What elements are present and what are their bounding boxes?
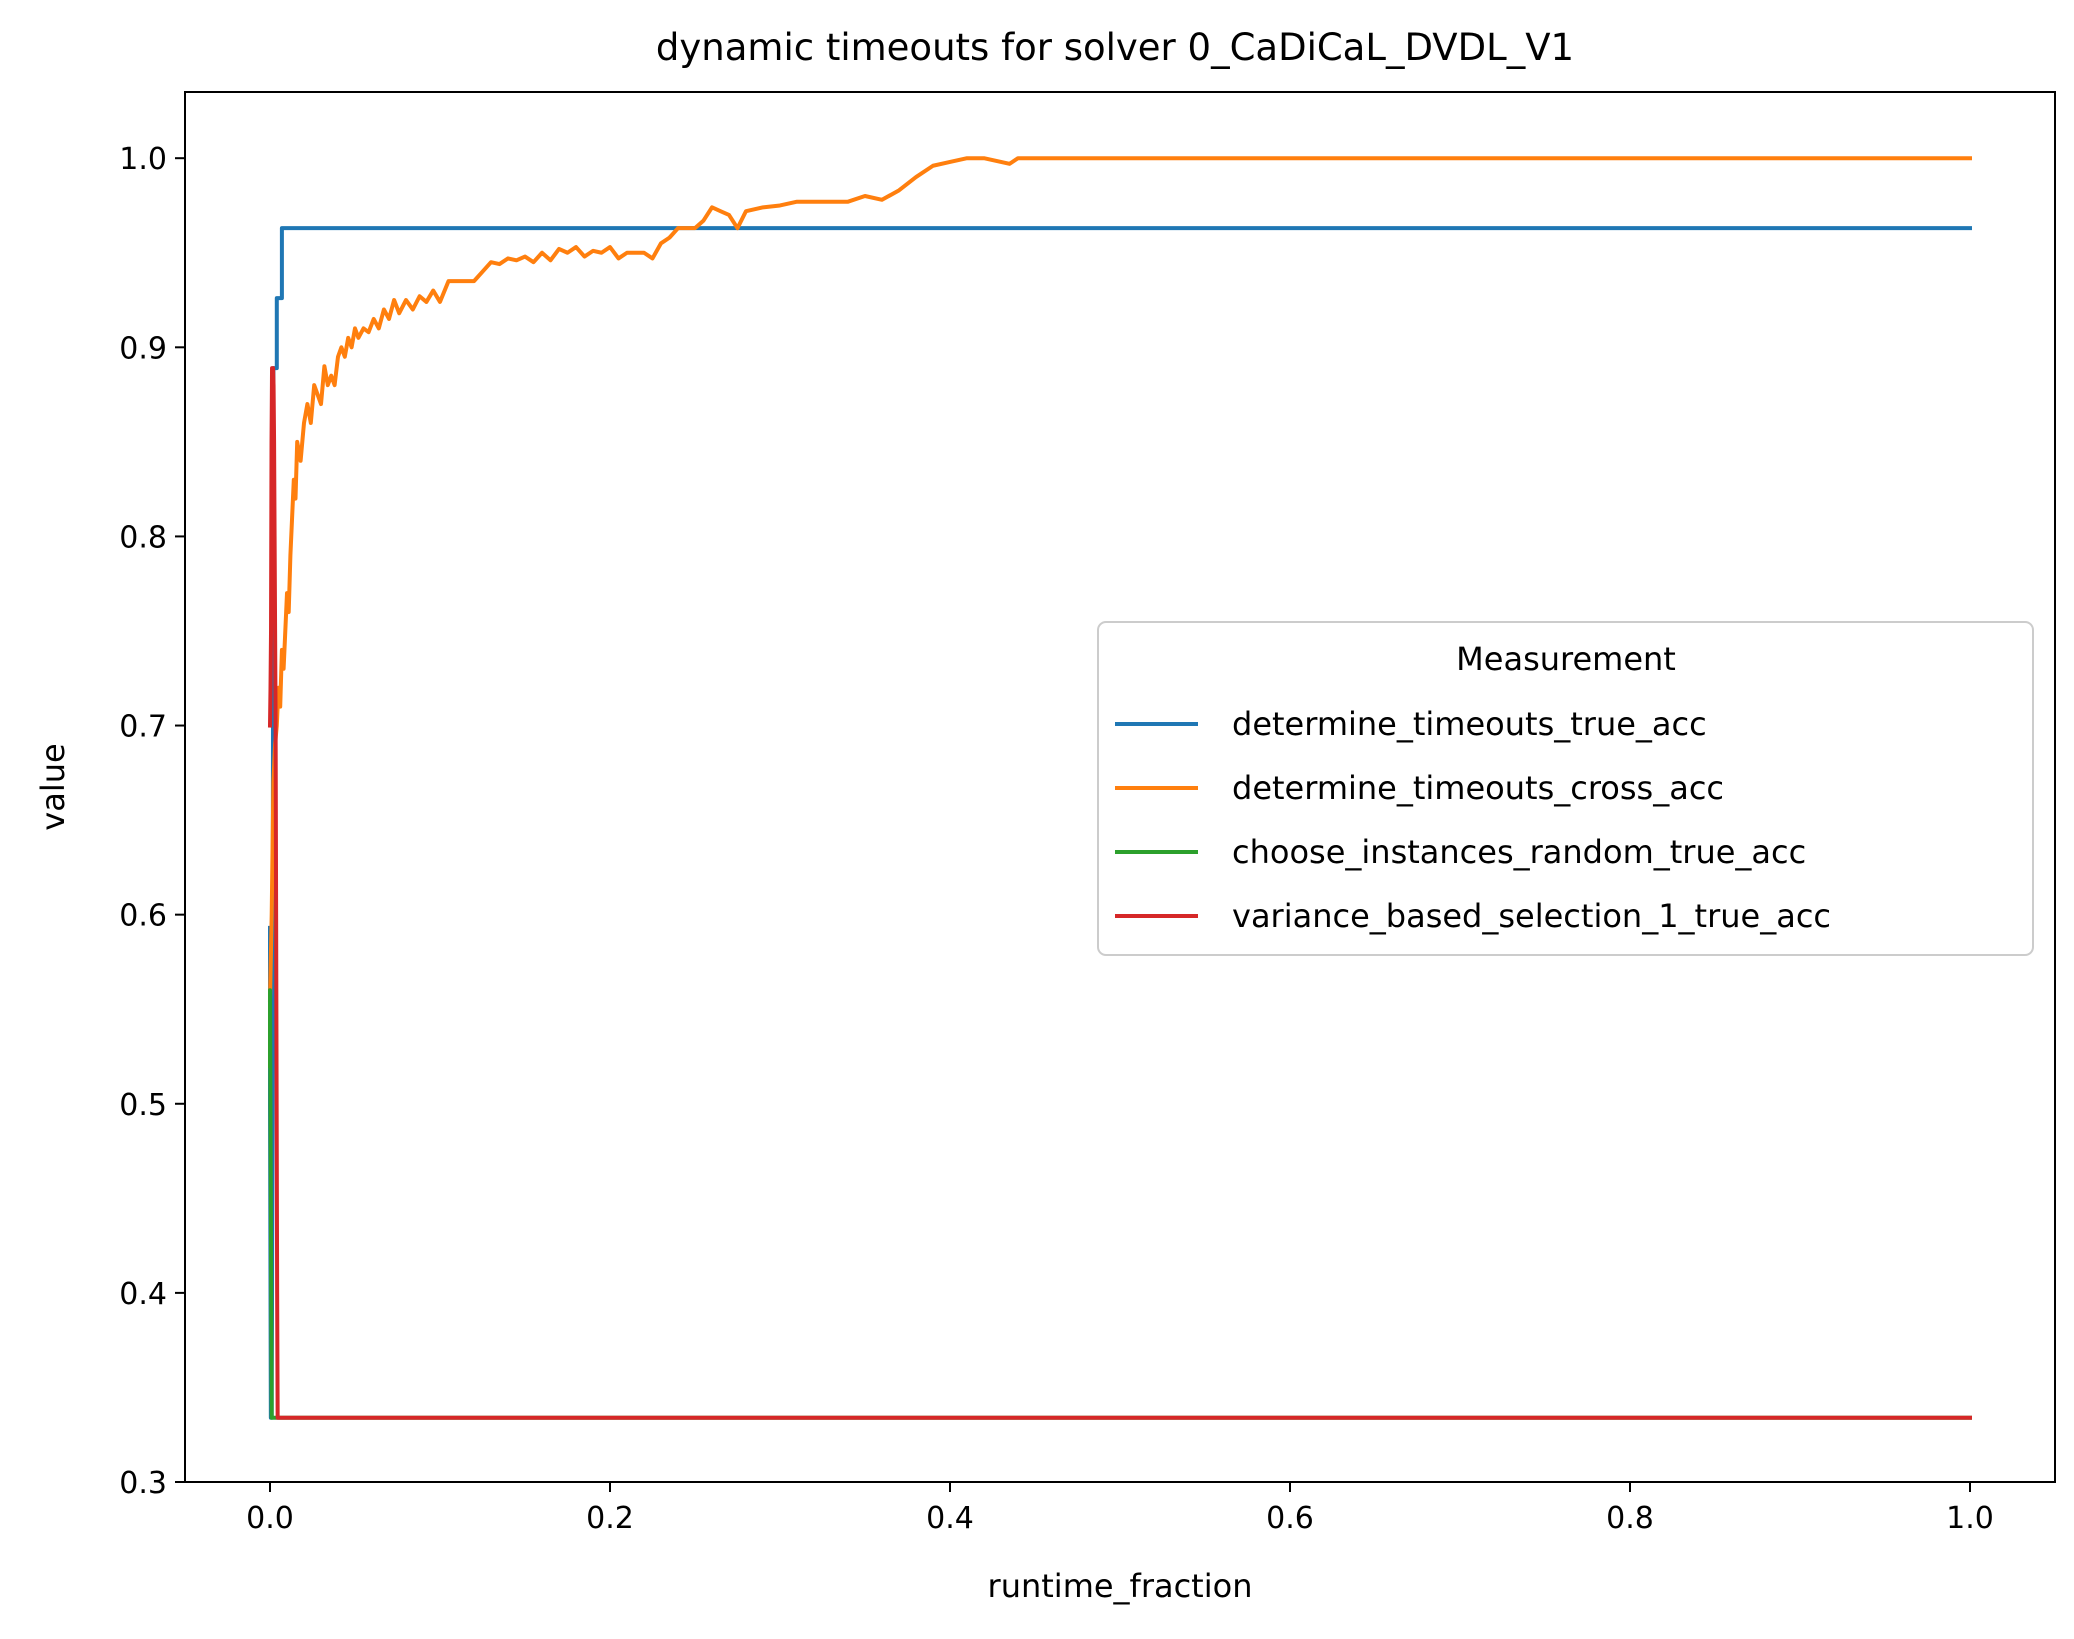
y-tick-label: 0.9 xyxy=(119,331,167,366)
legend-box xyxy=(1097,621,2034,956)
legend-label: determine_timeouts_cross_acc xyxy=(1232,769,1724,807)
x-tick-label: 0.2 xyxy=(586,1501,634,1536)
series-layer xyxy=(267,156,1972,1420)
legend-label: determine_timeouts_true_acc xyxy=(1232,705,1707,743)
x-axis-label: runtime_fraction xyxy=(988,1567,1253,1605)
plot-frame xyxy=(184,91,2056,1483)
x-axis: 0.0 0.2 0.4 0.6 0.8 1.0 xyxy=(246,1482,1994,1536)
y-tick-label: 0.3 xyxy=(119,1466,167,1501)
x-tick-label: 0.8 xyxy=(1606,1501,1654,1536)
y-tick-label: 0.6 xyxy=(119,899,167,934)
series-line-variance-based-selection-1-true-acc xyxy=(267,366,1972,1420)
series-line-determine-timeouts-cross-acc xyxy=(267,156,1972,1002)
y-tick-label: 0.5 xyxy=(119,1088,167,1123)
x-tick-label: 0.6 xyxy=(1266,1501,1314,1536)
x-tick-label: 1.0 xyxy=(1946,1501,1994,1536)
x-tick-label: 0.0 xyxy=(246,1501,294,1536)
legend-title: Measurement xyxy=(1456,640,1676,678)
y-tick-label: 0.4 xyxy=(119,1277,167,1312)
y-tick-label: 0.8 xyxy=(119,520,167,555)
legend: Measurement determine_timeouts_true_accd… xyxy=(1097,621,2034,956)
legend-label: choose_instances_random_true_acc xyxy=(1232,833,1806,871)
y-tick-label: 0.7 xyxy=(119,710,167,745)
y-tick-label: 1.0 xyxy=(119,142,167,177)
legend-label: variance_based_selection_1_true_acc xyxy=(1232,897,1831,935)
x-tick-label: 0.4 xyxy=(926,1501,974,1536)
chart-title: dynamic timeouts for solver 0_CaDiCaL_DV… xyxy=(656,26,1574,69)
y-axis: 0.3 0.4 0.5 0.6 0.7 0.8 0.9 1.0 xyxy=(119,142,185,1501)
y-axis-label: value xyxy=(34,743,72,830)
